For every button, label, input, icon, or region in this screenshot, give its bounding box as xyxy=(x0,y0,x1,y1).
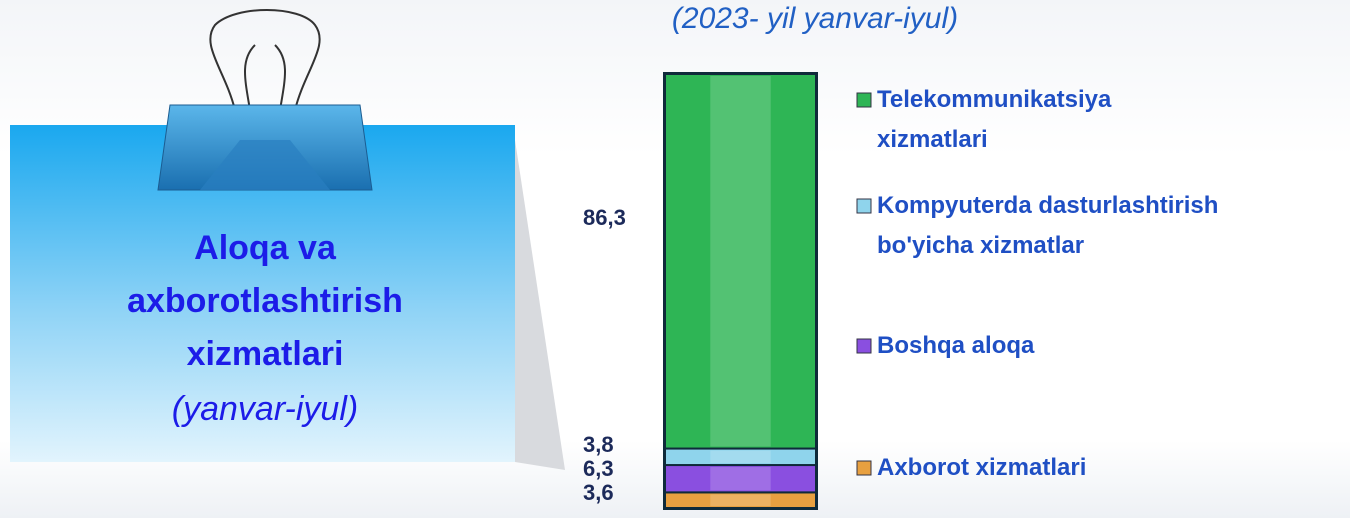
bar-shine xyxy=(710,467,770,490)
value-label: 86,3 xyxy=(583,205,643,231)
subtitle: (2023- yil yanvar-iyul) xyxy=(560,2,1070,36)
clip-wire xyxy=(210,10,319,110)
value-label: 6,3 xyxy=(583,456,643,482)
bar-shine xyxy=(710,494,770,506)
bar-shine xyxy=(710,76,770,447)
legend-marker xyxy=(857,461,871,475)
card-title: Aloqa va axborotlashtirish xizmatlari xyxy=(70,222,460,381)
legend-marker xyxy=(857,93,871,107)
legend-marker xyxy=(857,339,871,353)
value-label: 3,6 xyxy=(583,480,643,506)
legend-label: Boshqa aloqa xyxy=(877,326,1350,366)
card-period: (yanvar-iyul) xyxy=(70,390,460,429)
clip-wire xyxy=(245,45,285,110)
value-label: 3,8 xyxy=(583,432,643,458)
legend-label: Axborot xizmatlari xyxy=(877,448,1350,488)
page: Aloqa va axborotlashtirish xizmatlari (y… xyxy=(0,0,1350,518)
card-shadow xyxy=(515,140,565,470)
legend-marker xyxy=(857,199,871,213)
bar-shine xyxy=(710,451,770,463)
legend-label: Kompyuterda dasturlashtirish bo'yicha xi… xyxy=(877,186,1350,266)
legend-label: Telekommunikatsiya xizmatlari xyxy=(877,80,1350,160)
